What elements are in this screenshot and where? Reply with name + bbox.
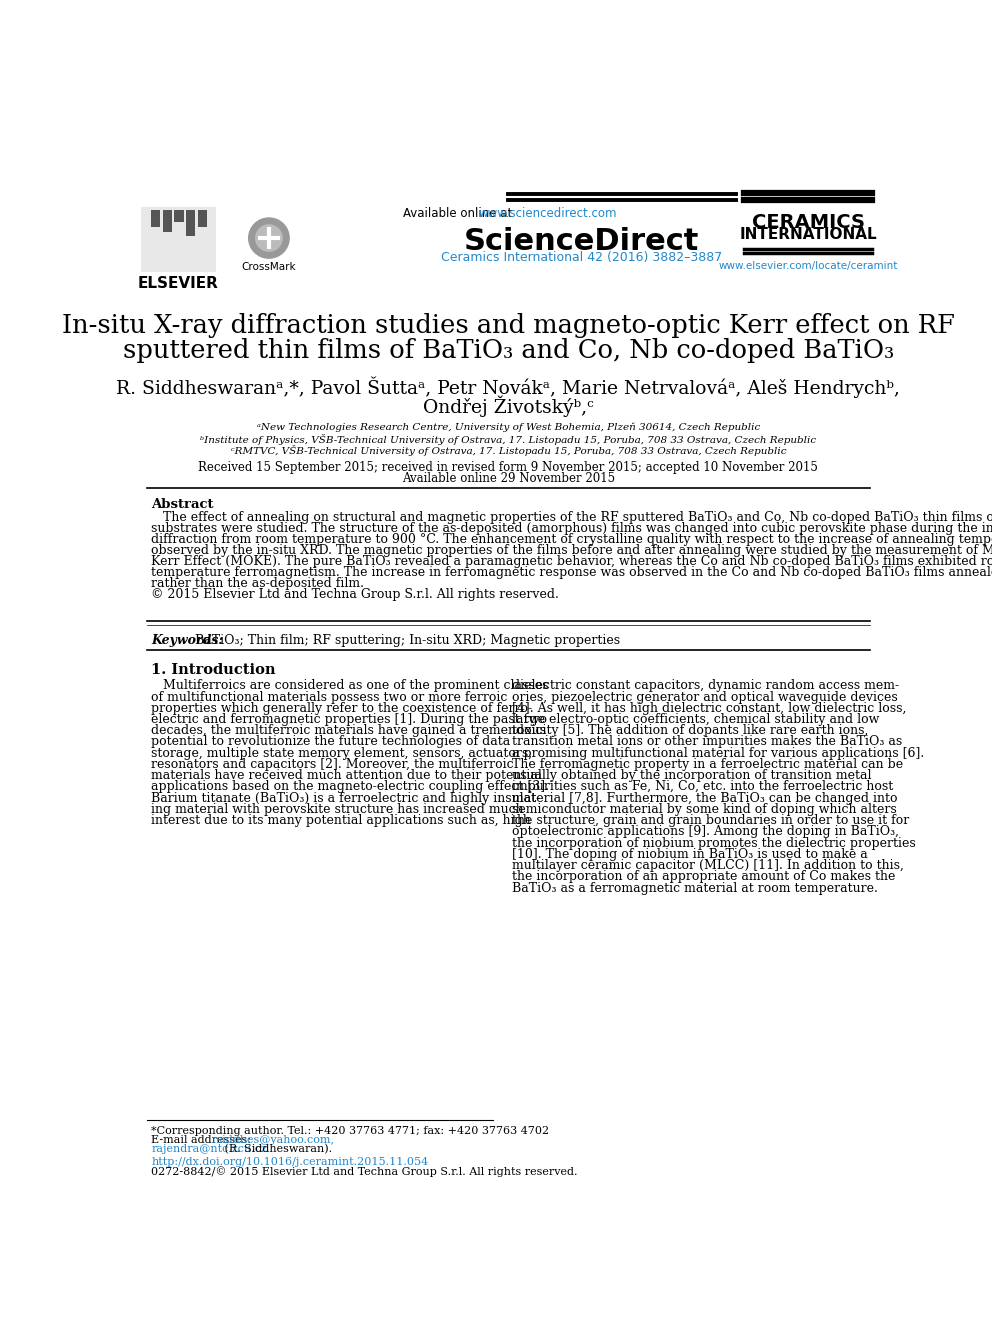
Bar [175, 209, 184, 222]
Text: of multifunctional materials possess two or more ferroic: of multifunctional materials possess two… [151, 691, 508, 704]
Text: impurities such as Fe, Ni, Co, etc. into the ferroelectric host: impurities such as Fe, Ni, Co, etc. into… [512, 781, 893, 794]
Text: Keywords:: Keywords: [151, 634, 223, 647]
Circle shape [248, 217, 290, 259]
Text: properties which generally refer to the coexistence of ferro-: properties which generally refer to the … [151, 701, 533, 714]
Text: the incorporation of an appropriate amount of Co makes the: the incorporation of an appropriate amou… [512, 871, 895, 884]
Bar [141, 206, 216, 273]
Text: ᶜRMTVC, VŠB-Technical University of Ostrava, 17. Listopadu 15, Poruba, 708 33 Os: ᶜRMTVC, VŠB-Technical University of Ostr… [231, 446, 786, 456]
Text: resonators and capacitors [2]. Moreover, the multiferroic: resonators and capacitors [2]. Moreover,… [151, 758, 514, 771]
Text: storage, multiple state memory element, sensors, actuators,: storage, multiple state memory element, … [151, 746, 533, 759]
Bar [197, 209, 207, 226]
Text: ing material with perovskite structure has increased much: ing material with perovskite structure h… [151, 803, 524, 816]
Text: potential to revolutionize the future technologies of data: potential to revolutionize the future te… [151, 736, 510, 749]
Text: R. Siddheswaranᵃ,*, Pavol Šuttaᵃ, Petr Novákᵃ, Marie Netrvalováᵃ, Aleš Hendrychᵇ: R. Siddheswaranᵃ,*, Pavol Šuttaᵃ, Petr N… [116, 377, 901, 398]
Text: Available online at: Available online at [403, 208, 520, 220]
Text: © 2015 Elsevier Ltd and Techna Group S.r.l. All rights reserved.: © 2015 Elsevier Ltd and Techna Group S.r… [151, 587, 559, 601]
Text: The ferromagnetic property in a ferroelectric material can be: The ferromagnetic property in a ferroele… [512, 758, 903, 771]
Text: *Corresponding author. Tel.: +420 37763 4771; fax: +420 37763 4702: *Corresponding author. Tel.: +420 37763 … [151, 1126, 550, 1136]
Text: sputtered thin films of BaTiO₃ and Co, Nb co-doped BaTiO₃: sputtered thin films of BaTiO₃ and Co, N… [123, 339, 894, 364]
Text: Ondřej Životskýᵇ,ᶜ: Ondřej Životskýᵇ,ᶜ [423, 396, 594, 418]
Text: ELSEVIER: ELSEVIER [138, 275, 218, 291]
Text: ᵃNew Technologies Research Centre, University of West Bohemia, Plzeň 30614, Czec: ᵃNew Technologies Research Centre, Unive… [257, 422, 760, 431]
Text: the incorporation of niobium promotes the dielectric properties: the incorporation of niobium promotes th… [512, 836, 916, 849]
Text: large electro-optic coefficients, chemical stability and low: large electro-optic coefficients, chemic… [512, 713, 879, 726]
Text: [10]. The doping of niobium in BaTiO₃ is used to make a: [10]. The doping of niobium in BaTiO₃ is… [512, 848, 867, 861]
Text: Barium titanate (BaTiO₃) is a ferroelectric and highly insulat-: Barium titanate (BaTiO₃) is a ferroelect… [151, 791, 541, 804]
Text: dielectric constant capacitors, dynamic random access mem-: dielectric constant capacitors, dynamic … [512, 679, 899, 692]
Text: toxicity [5]. The addition of dopants like rare earth ions,: toxicity [5]. The addition of dopants li… [512, 724, 868, 737]
Text: Abstract: Abstract [151, 497, 213, 511]
Text: Ceramics International 42 (2016) 3882–3887: Ceramics International 42 (2016) 3882–38… [440, 251, 722, 265]
Bar [151, 209, 161, 226]
Text: applications based on the magneto-electric coupling effect [3].: applications based on the magneto-electr… [151, 781, 550, 794]
Text: semiconductor material by some kind of doping which alters: semiconductor material by some kind of d… [512, 803, 896, 816]
Circle shape [255, 224, 283, 251]
Text: a promising multifunctional material for various applications [6].: a promising multifunctional material for… [512, 746, 924, 759]
Text: rsiddhes@yahoo.com,: rsiddhes@yahoo.com, [211, 1135, 334, 1146]
Text: temperature ferromagnetism. The increase in ferromagnetic response was observed : temperature ferromagnetism. The increase… [151, 566, 992, 579]
Text: substrates were studied. The structure of the as-deposited (amorphous) films was: substrates were studied. The structure o… [151, 523, 992, 536]
Text: [4]. As well, it has high dielectric constant, low dielectric loss,: [4]. As well, it has high dielectric con… [512, 701, 906, 714]
Text: interest due to its many potential applications such as, high: interest due to its many potential appli… [151, 814, 531, 827]
Text: Available online 29 November 2015: Available online 29 November 2015 [402, 472, 615, 486]
Text: www.elsevier.com/locate/ceramint: www.elsevier.com/locate/ceramint [718, 261, 898, 271]
Text: diffraction from room temperature to 900 °C. The enhancement of crystalline qual: diffraction from room temperature to 900… [151, 533, 992, 546]
Text: CrossMark: CrossMark [242, 262, 297, 273]
Text: In-situ X-ray diffraction studies and magneto-optic Kerr effect on RF: In-situ X-ray diffraction studies and ma… [62, 312, 955, 337]
Text: CERAMICS: CERAMICS [752, 213, 865, 232]
Text: ScienceDirect: ScienceDirect [463, 226, 699, 255]
Text: Kerr Effect (MOKE). The pure BaTiO₃ revealed a paramagnetic behavior, whereas th: Kerr Effect (MOKE). The pure BaTiO₃ reve… [151, 556, 992, 568]
Text: INTERNATIONAL: INTERNATIONAL [739, 228, 877, 242]
Text: observed by the in-situ XRD. The magnetic properties of the films before and aft: observed by the in-situ XRD. The magneti… [151, 544, 992, 557]
Text: transition metal ions or other impurities makes the BaTiO₃ as: transition metal ions or other impuritie… [512, 736, 902, 749]
Text: optoelectronic applications [9]. Among the doping in BaTiO₃,: optoelectronic applications [9]. Among t… [512, 826, 899, 839]
Text: 0272-8842/© 2015 Elsevier Ltd and Techna Group S.r.l. All rights reserved.: 0272-8842/© 2015 Elsevier Ltd and Techna… [151, 1166, 577, 1176]
Text: material [7,8]. Furthermore, the BaTiO₃ can be changed into: material [7,8]. Furthermore, the BaTiO₃ … [512, 791, 897, 804]
Text: ᵇInstitute of Physics, VŠB-Technical University of Ostrava, 17. Listopadu 15, Po: ᵇInstitute of Physics, VŠB-Technical Uni… [200, 434, 816, 445]
Bar [186, 209, 195, 235]
Text: BaTiO₃ as a ferromagnetic material at room temperature.: BaTiO₃ as a ferromagnetic material at ro… [512, 881, 877, 894]
Text: the structure, grain and grain boundaries in order to use it for: the structure, grain and grain boundarie… [512, 814, 909, 827]
Text: E-mail addresses:: E-mail addresses: [151, 1135, 255, 1146]
Text: rajendra@ntc.zcu.cz: rajendra@ntc.zcu.cz [151, 1144, 267, 1155]
Text: Received 15 September 2015; received in revised form 9 November 2015; accepted 1: Received 15 September 2015; received in … [198, 460, 818, 474]
Text: www.sciencedirect.com: www.sciencedirect.com [479, 208, 617, 220]
Text: (R. Siddheswaran).: (R. Siddheswaran). [221, 1144, 332, 1155]
Text: electric and ferromagnetic properties [1]. During the past two: electric and ferromagnetic properties [1… [151, 713, 548, 726]
Text: The effect of annealing on structural and magnetic properties of the RF sputtere: The effect of annealing on structural an… [151, 512, 992, 524]
Text: usually obtained by the incorporation of transition metal: usually obtained by the incorporation of… [512, 769, 871, 782]
Text: ories, piezoelectric generator and optical waveguide devices: ories, piezoelectric generator and optic… [512, 691, 897, 704]
Text: decades, the multiferroic materials have gained a tremendous: decades, the multiferroic materials have… [151, 724, 547, 737]
Text: multilayer ceramic capacitor (MLCC) [11]. In addition to this,: multilayer ceramic capacitor (MLCC) [11]… [512, 859, 904, 872]
Text: BaTiO₃; Thin film; RF sputtering; In-situ XRD; Magnetic properties: BaTiO₃; Thin film; RF sputtering; In-sit… [190, 634, 620, 647]
Text: rather than the as-deposited film.: rather than the as-deposited film. [151, 577, 364, 590]
Text: 1. Introduction: 1. Introduction [151, 663, 276, 677]
Text: materials have received much attention due to their potential: materials have received much attention d… [151, 769, 542, 782]
Bar [163, 209, 172, 232]
Text: Multiferroics are considered as one of the prominent classes: Multiferroics are considered as one of t… [151, 679, 549, 692]
Text: http://dx.doi.org/10.1016/j.ceramint.2015.11.054: http://dx.doi.org/10.1016/j.ceramint.201… [151, 1156, 429, 1167]
